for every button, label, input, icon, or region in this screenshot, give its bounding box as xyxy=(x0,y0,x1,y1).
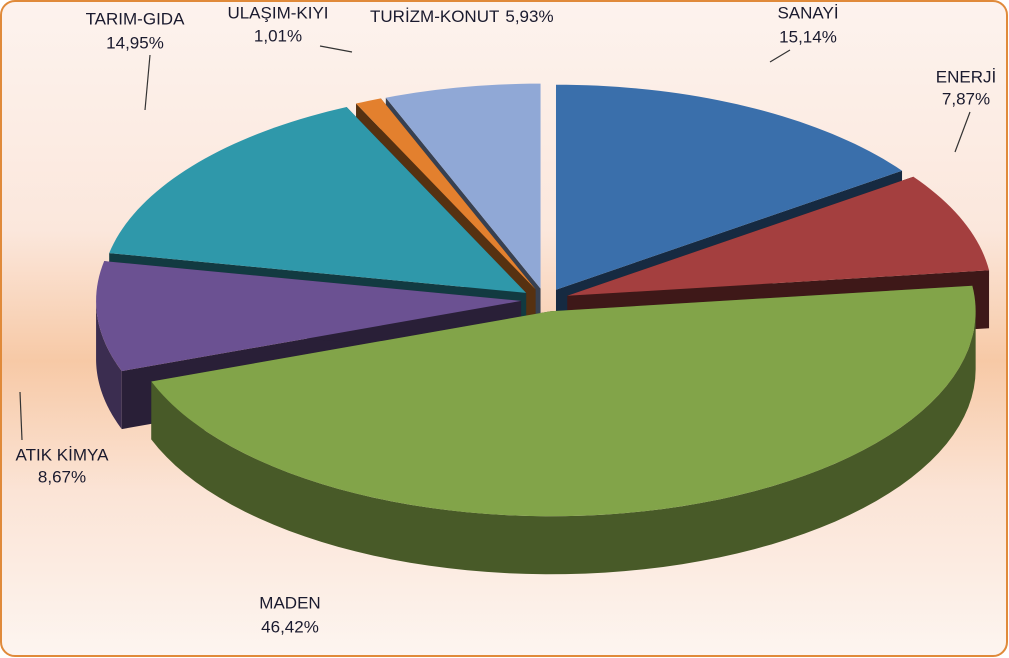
pie-slice xyxy=(567,176,990,296)
slice-label: TURİZM-KONUT 5,93% xyxy=(370,7,554,26)
pie-slice xyxy=(151,285,976,517)
pie-slice xyxy=(96,261,522,372)
leader-line xyxy=(144,54,151,111)
category-label: MADEN xyxy=(259,593,320,612)
slice-side xyxy=(151,311,976,575)
value-label: 8,67% xyxy=(38,467,86,486)
pie-slice xyxy=(356,98,536,290)
value-label: 15,14% xyxy=(779,27,837,46)
value-label: 5,93% xyxy=(505,7,553,26)
pie-slice xyxy=(109,107,527,293)
category-label: TARIM-GIDA xyxy=(86,9,186,28)
category-label: ATIK KİMYA xyxy=(16,445,110,464)
value-label: 46,42% xyxy=(261,617,319,636)
value-label: 14,95% xyxy=(106,33,164,52)
leader-line xyxy=(954,111,971,153)
category-label: TURİZM-KONUT xyxy=(370,7,499,26)
category-label: SANAYİ xyxy=(777,3,838,22)
leader-line xyxy=(319,45,353,53)
slice-side xyxy=(96,300,122,430)
value-label: 7,87% xyxy=(942,89,990,108)
pie-slice xyxy=(555,84,903,290)
category-label: ULAŞIM-KIYI xyxy=(227,3,328,22)
pie-slice xyxy=(385,83,541,289)
value-label: 1,01% xyxy=(254,26,302,45)
leader-line xyxy=(19,391,23,441)
category-label: ENERJİ xyxy=(936,67,996,86)
leader-line xyxy=(769,49,791,63)
